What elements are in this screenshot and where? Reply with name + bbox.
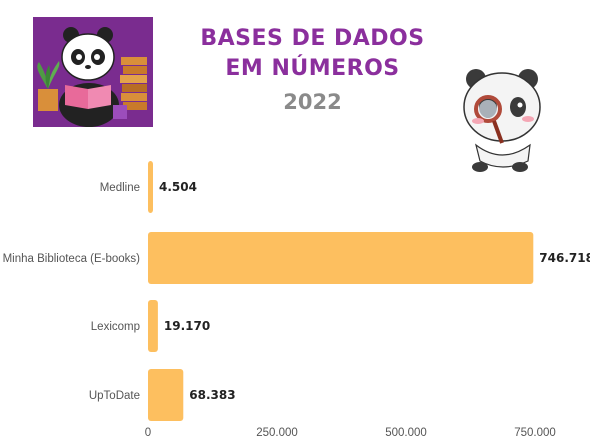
chart-year: 2022: [283, 90, 342, 114]
bar-uptodate: [148, 369, 184, 421]
value-label: 68.383: [189, 388, 235, 402]
bar-lexicomp: [148, 300, 158, 352]
value-label: 19.170: [164, 319, 210, 333]
category-label: Lexicomp: [91, 321, 140, 333]
x-tick-label: 0: [145, 427, 151, 439]
category-label: Medline: [100, 182, 140, 194]
panda-with-magnifying-glass-icon: [458, 65, 548, 175]
x-tick-label: 500.000: [385, 427, 427, 439]
value-label: 746.718: [539, 251, 590, 265]
value-label: 4.504: [159, 180, 197, 194]
x-tick-label: 250.000: [256, 427, 298, 439]
panda-reading-book-icon: [33, 17, 153, 127]
category-label: UpToDate: [89, 390, 140, 402]
bar-minha-biblioteca-e-books: [148, 232, 534, 284]
x-tick-label: 750.000: [514, 427, 556, 439]
category-label: Minha Biblioteca (E-books): [3, 253, 141, 265]
chart-title-line1: BASES DE DADOS: [200, 26, 425, 51]
bar-medline: [148, 161, 153, 213]
chart-title-line2: EM NÚMEROS: [225, 56, 400, 81]
